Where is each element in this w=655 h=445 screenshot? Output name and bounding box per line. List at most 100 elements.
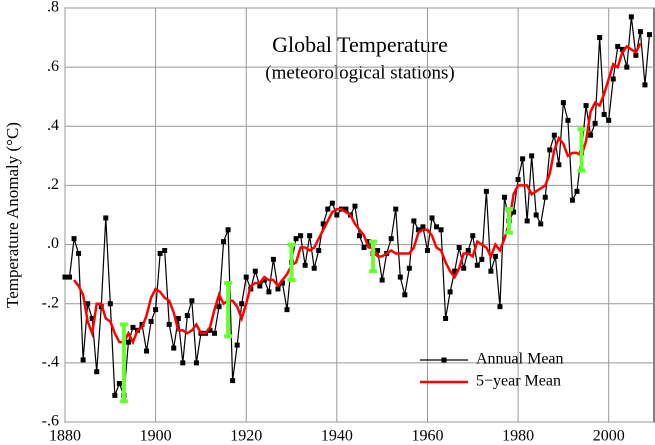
data-point — [144, 348, 150, 354]
error-bar — [224, 281, 233, 339]
legend-label: Annual Mean — [476, 351, 564, 368]
data-point — [329, 200, 335, 206]
series-line — [73, 42, 642, 346]
data-point — [615, 43, 621, 49]
data-point — [230, 378, 236, 384]
x-tick-label: 2000 — [593, 428, 625, 445]
data-point — [556, 162, 562, 168]
data-point — [125, 339, 131, 345]
data-point — [415, 227, 421, 233]
data-point — [239, 301, 245, 307]
data-point — [94, 369, 100, 375]
data-point — [642, 82, 648, 88]
data-point — [375, 247, 381, 253]
y-tick-label: .4 — [47, 117, 59, 134]
data-point — [424, 247, 430, 253]
data-point — [361, 245, 367, 251]
data-point — [520, 156, 526, 162]
data-point — [619, 46, 625, 52]
data-point — [551, 132, 557, 138]
data-point — [320, 221, 326, 227]
data-point — [569, 197, 575, 203]
data-point — [352, 203, 358, 209]
data-point — [112, 392, 118, 398]
data-point — [325, 206, 331, 212]
data-point — [343, 206, 349, 212]
data-point — [153, 307, 159, 313]
data-point — [511, 209, 517, 215]
y-axis-label: Temperature Anomaly (°C) — [3, 122, 22, 308]
data-point — [357, 233, 362, 239]
data-point — [402, 292, 408, 298]
data-point — [148, 318, 154, 324]
data-point — [492, 253, 498, 259]
data-point — [298, 233, 304, 239]
error-bar — [119, 322, 128, 404]
data-point — [497, 304, 503, 310]
data-point — [225, 227, 231, 233]
data-point — [461, 265, 467, 271]
data-point — [624, 64, 630, 70]
y-tick-label: .8 — [47, 0, 59, 16]
chart-title: Global Temperature — [272, 32, 448, 57]
data-point — [474, 262, 480, 268]
data-point — [85, 301, 91, 307]
data-point — [166, 321, 172, 327]
data-point — [379, 277, 385, 283]
data-point — [388, 236, 394, 242]
x-tick-label: 1880 — [49, 428, 81, 445]
data-point — [302, 262, 308, 268]
data-point — [157, 250, 163, 256]
chart-subtitle: (meteorological stations) — [265, 62, 454, 83]
data-point — [103, 215, 109, 221]
y-tick-label: -.2 — [42, 294, 59, 311]
data-point — [637, 29, 643, 35]
x-tick-label: 1960 — [411, 428, 443, 445]
legend-marker — [441, 357, 447, 363]
data-point — [583, 103, 589, 109]
data-point — [529, 153, 535, 159]
legend-label: 5−year Mean — [476, 373, 561, 390]
data-point — [334, 212, 340, 218]
data-point — [257, 283, 263, 289]
data-point — [574, 188, 580, 194]
data-point — [221, 239, 227, 245]
y-tick-label: .6 — [47, 58, 59, 75]
data-point — [606, 117, 612, 123]
data-point — [189, 298, 195, 304]
data-point — [646, 32, 652, 38]
data-point — [443, 316, 449, 321]
data-point — [366, 239, 372, 245]
data-point — [483, 188, 489, 194]
data-point — [524, 218, 530, 224]
data-point — [76, 250, 82, 256]
error-bar — [505, 207, 514, 235]
x-tick-label: 1900 — [140, 428, 172, 445]
data-point — [429, 215, 435, 221]
data-point — [438, 227, 444, 233]
data-point — [71, 236, 77, 242]
y-tick-label: .2 — [47, 176, 59, 193]
data-point — [107, 301, 113, 307]
data-point — [243, 274, 249, 280]
data-point — [89, 316, 95, 321]
data-point — [592, 120, 598, 126]
x-tick-label: 1920 — [230, 428, 262, 445]
data-point — [171, 345, 177, 351]
data-point — [175, 316, 181, 321]
data-point — [266, 289, 272, 295]
data-point — [116, 381, 122, 387]
y-tick-label: -.4 — [42, 354, 59, 371]
data-point — [470, 233, 476, 239]
data-point — [193, 360, 199, 366]
data-point — [207, 327, 213, 333]
data-point — [162, 247, 168, 253]
data-point — [501, 194, 507, 200]
data-point — [307, 233, 313, 239]
data-point — [270, 256, 276, 262]
x-tick-label: 1980 — [502, 428, 534, 445]
y-tick-label: -.6 — [42, 413, 59, 430]
data-point — [628, 14, 634, 20]
data-point — [180, 360, 186, 366]
